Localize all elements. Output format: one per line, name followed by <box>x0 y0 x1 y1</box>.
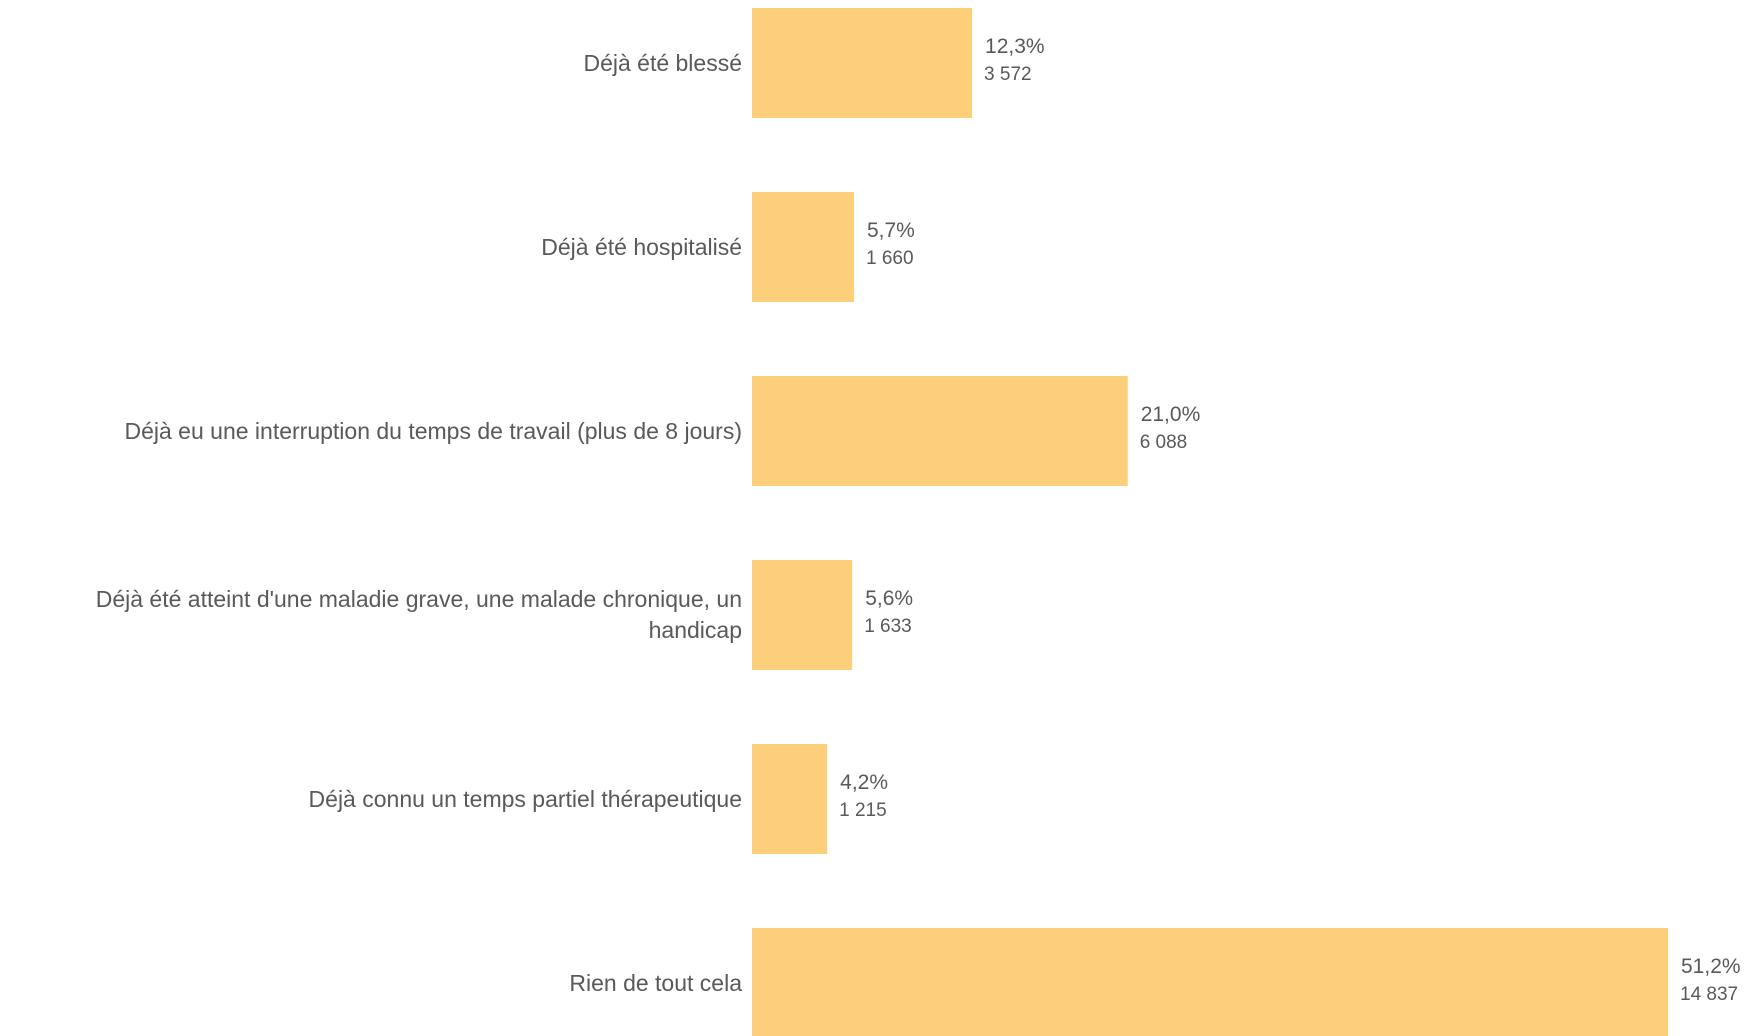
count-label: 3 572 <box>984 64 1032 85</box>
bar <box>752 928 1668 1036</box>
category-label: Déjà été atteint d'une maladie grave, un… <box>95 586 742 643</box>
bar <box>752 744 828 854</box>
count-label: 1 633 <box>864 616 912 637</box>
bar <box>752 8 973 118</box>
bar <box>752 376 1128 486</box>
bar <box>752 560 853 670</box>
count-label: 1 215 <box>839 800 887 821</box>
value-label: 5,7% <box>866 219 915 242</box>
count-label: 6 088 <box>1139 432 1188 453</box>
count-label: 14 837 <box>1680 984 1739 1005</box>
bar <box>752 192 854 302</box>
value-label: 4,2% <box>840 771 889 794</box>
category-label: Déjà connu un temps partiel thérapeutiqu… <box>308 785 742 812</box>
category-label: Déjà été blessé <box>583 49 742 76</box>
value-label: 21,0% <box>1140 403 1201 426</box>
value-label: 5,6% <box>865 587 914 610</box>
count-label: 1 660 <box>865 248 914 269</box>
value-label: 12,3% <box>985 35 1045 58</box>
category-label: Déjà eu une interruption du temps de tra… <box>124 417 742 444</box>
category-label: Déjà été hospitalisé <box>541 233 742 260</box>
value-label: 51,2% <box>1681 955 1741 978</box>
category-label: Rien de tout cela <box>569 969 742 996</box>
